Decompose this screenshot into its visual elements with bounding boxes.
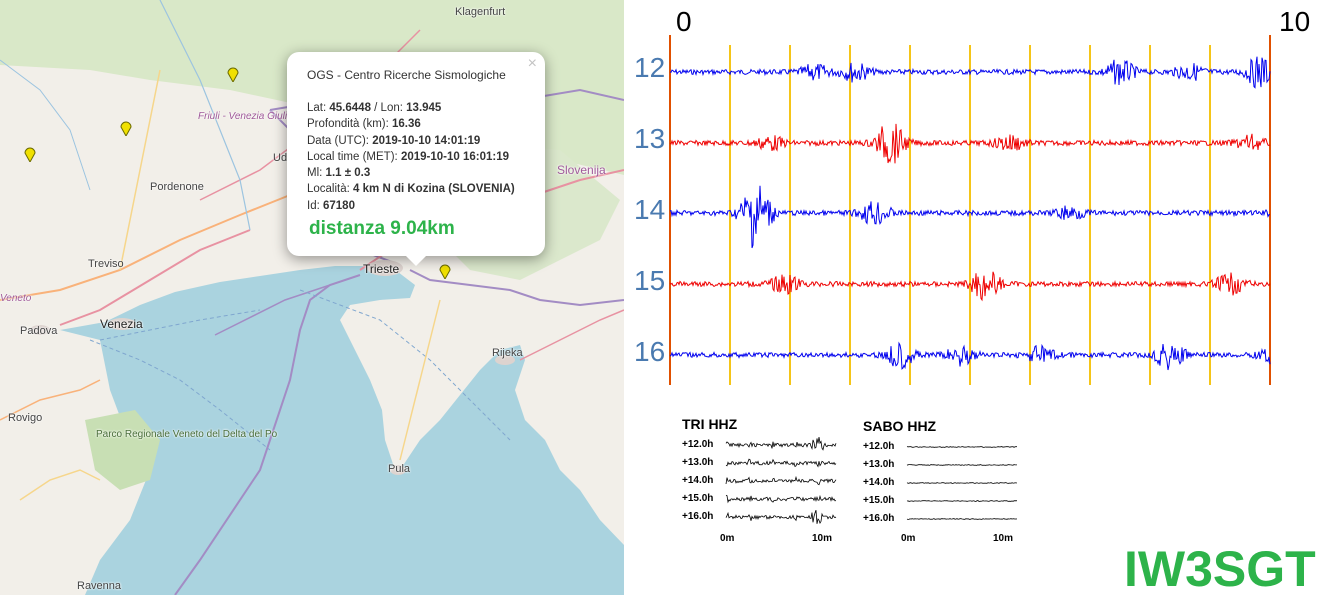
earthquake-marker-icon[interactable]	[120, 120, 132, 136]
mini-trace-tri	[726, 459, 836, 466]
earthquake-marker-icon[interactable]	[24, 146, 36, 162]
mini-hour-label: +16.0h	[682, 511, 713, 522]
place-padova: Padova	[20, 325, 57, 337]
mini-plot-title-sabo: SABO HHZ	[863, 418, 936, 434]
mini-trace-sabo	[907, 447, 1017, 448]
mini-trace-sabo	[907, 465, 1017, 466]
earthquake-marker-icon[interactable]	[439, 263, 451, 279]
mini-x-end: 10m	[993, 533, 1013, 544]
earthquake-marker-icon[interactable]	[227, 66, 239, 82]
place-park-delta-po: Parco Regionale Veneto del Delta del Po	[96, 429, 172, 440]
mini-hour-label: +16.0h	[863, 513, 894, 524]
mini-trace-tri	[726, 510, 836, 524]
popup-row-ml: Ml: 1.1 ± 0.3	[307, 165, 515, 181]
mini-x-start: 0m	[901, 533, 915, 544]
mini-x-start: 0m	[720, 533, 734, 544]
place-udine: Ud	[273, 152, 287, 164]
hour-label-13: 13	[634, 123, 665, 155]
mini-x-end: 10m	[812, 533, 832, 544]
mini-hour-label: +15.0h	[682, 493, 713, 504]
helicorder-plot	[624, 0, 1317, 400]
hour-label-12: 12	[634, 52, 665, 84]
mini-trace-tri	[726, 495, 836, 502]
mini-hour-label: +12.0h	[863, 441, 894, 452]
popup-row-utc: Data (UTC): 2019-10-10 14:01:19	[307, 133, 515, 149]
mini-hour-label: +14.0h	[863, 477, 894, 488]
hour-label-15: 15	[634, 265, 665, 297]
popup-details: Lat: 45.6448 / Lon: 13.945 Profondità (k…	[307, 100, 515, 214]
place-pordenone: Pordenone	[150, 181, 204, 193]
place-rijeka: Rijeka	[492, 347, 523, 359]
place-treviso: Treviso	[88, 258, 124, 270]
mini-trace-sabo	[907, 483, 1017, 484]
mini-trace-tri	[726, 477, 836, 484]
mini-trace-sabo	[907, 519, 1017, 520]
popup-close-button[interactable]: ×	[528, 55, 537, 73]
popup-row-depth: Profondità (km): 16.36	[307, 116, 515, 132]
popup-row-met: Local time (MET): 2019-10-10 16:01:19	[307, 149, 515, 165]
mini-hour-label: +12.0h	[682, 439, 713, 450]
popup-row-id: Id: 67180	[307, 198, 515, 214]
mini-plot-title-tri: TRI HHZ	[682, 416, 737, 432]
place-veneto: Veneto	[0, 293, 31, 305]
hour-label-14: 14	[634, 194, 665, 226]
place-venezia: Venezia	[100, 317, 143, 331]
mini-trace-sabo	[907, 501, 1017, 502]
station-callsign: IW3SGT	[1124, 540, 1316, 598]
popup-row-location: Località: 4 km N di Kozina (SLOVENIA)	[307, 181, 515, 197]
popup-distance: distanza 9.04km	[309, 218, 455, 240]
hour-label-16: 16	[634, 336, 665, 368]
earthquake-popup: × OGS - Centro Ricerche Sismologiche Lat…	[287, 52, 545, 256]
place-ravenna: Ravenna	[77, 580, 121, 592]
place-rovigo: Rovigo	[8, 412, 42, 424]
mini-hour-label: +14.0h	[682, 475, 713, 486]
place-pula: Pula	[388, 463, 410, 475]
mini-hour-label: +15.0h	[863, 495, 894, 506]
place-trieste: Trieste	[363, 262, 399, 276]
mini-hour-label: +13.0h	[863, 459, 894, 470]
mini-trace-tri	[726, 437, 836, 450]
place-slovenija: Slovenija	[557, 163, 606, 177]
popup-row-latlon: Lat: 45.6448 / Lon: 13.945	[307, 100, 515, 116]
place-klagenfurt: Klagenfurt	[455, 6, 505, 18]
seismogram-panel: 0 10 12 13 14 15 16 TRI HHZ +12.0h +13.0…	[624, 0, 1317, 595]
mini-hour-label: +13.0h	[682, 457, 713, 468]
map-view[interactable]: Klagenfurt Friuli - Venezia Giulia / Fur…	[0, 0, 624, 595]
place-region-fvg: Friuli - Venezia Giulia / Furlanija - Ju…	[198, 111, 280, 123]
popup-title: OGS - Centro Ricerche Sismologiche	[307, 68, 506, 82]
